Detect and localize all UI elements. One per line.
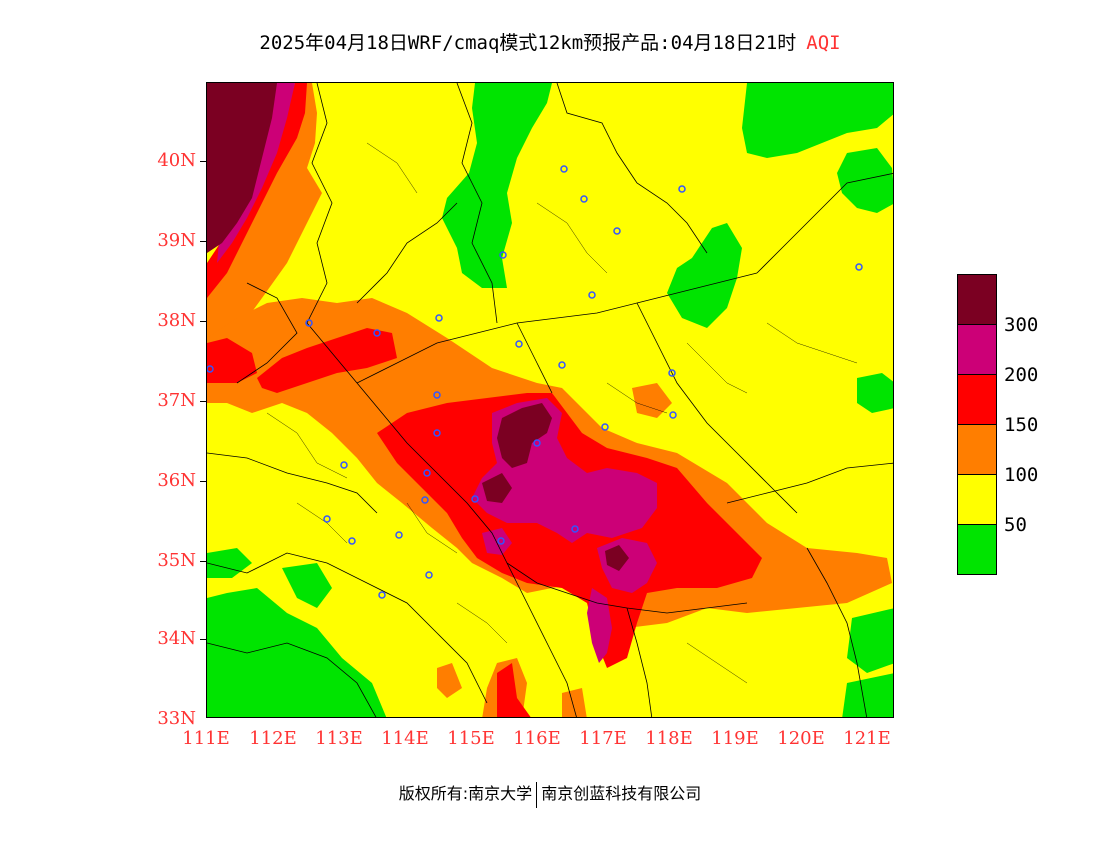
copyright-right: 南京创蓝科技有限公司 [541, 784, 702, 803]
aqi-map [206, 82, 894, 718]
lat-tick [200, 241, 207, 242]
lon-label-119e: 119E [711, 728, 759, 749]
aqi-map-svg [207, 83, 893, 717]
lat-label-36n: 36N [157, 470, 196, 491]
province-boundaries [207, 83, 893, 717]
lat-tick [200, 401, 207, 402]
legend-label-50: 50 [1004, 514, 1027, 536]
lon-label-118e: 118E [645, 728, 693, 749]
lat-tick [200, 561, 207, 562]
lat-label-34n: 34N [157, 628, 196, 649]
legend-swatch-0-50 [957, 524, 997, 575]
legend-swatch-150-200 [957, 374, 997, 425]
title-main: 2025年04月18日WRF/cmaq模式12km预报产品:04月18日21时 [259, 32, 797, 54]
lat-label-35n: 35N [157, 550, 196, 571]
lon-label-120e: 120E [777, 728, 825, 749]
map-title: 2025年04月18日WRF/cmaq模式12km预报产品:04月18日21时 A… [0, 28, 1100, 55]
lon-label-114e: 114E [381, 728, 429, 749]
lat-label-33n: 33N [157, 708, 196, 729]
county-boundaries [266, 142, 858, 684]
lat-tick [200, 321, 207, 322]
footer-separator [536, 781, 538, 808]
lat-tick [200, 481, 207, 482]
legend-label-100: 100 [1004, 464, 1039, 486]
lon-label-113e: 113E [315, 728, 363, 749]
lat-label-38n: 38N [157, 310, 196, 331]
copyright-footer: 版权所有:南京大学 南京创蓝科技有限公司 [0, 780, 1100, 808]
lon-label-111e: 111E [182, 728, 230, 749]
lon-label-117e: 117E [579, 728, 627, 749]
lon-label-115e: 115E [447, 728, 495, 749]
lon-label-112e: 112E [249, 728, 297, 749]
lat-label-37n: 37N [157, 390, 196, 411]
legend-swatch-50-100 [957, 474, 997, 525]
lon-label-116e: 116E [513, 728, 561, 749]
city-markers [207, 165, 863, 599]
legend-label-300: 300 [1004, 314, 1039, 336]
legend-label-150: 150 [1004, 414, 1039, 436]
legend-label-200: 200 [1004, 364, 1039, 386]
legend-swatch-300plus [957, 274, 997, 325]
lat-label-39n: 39N [157, 230, 196, 251]
lat-label-40n: 40N [157, 150, 196, 171]
lon-label-121e: 121E [843, 728, 891, 749]
lat-tick [200, 639, 207, 640]
legend-swatch-200-300 [957, 324, 997, 375]
aqi-hazardous-areas [207, 83, 629, 571]
legend-swatch-100-150 [957, 424, 997, 475]
aqi-good-areas [207, 83, 893, 717]
title-variable: AQI [806, 32, 841, 54]
copyright-left: 版权所有:南京大学 [398, 784, 533, 803]
lat-tick [200, 161, 207, 162]
